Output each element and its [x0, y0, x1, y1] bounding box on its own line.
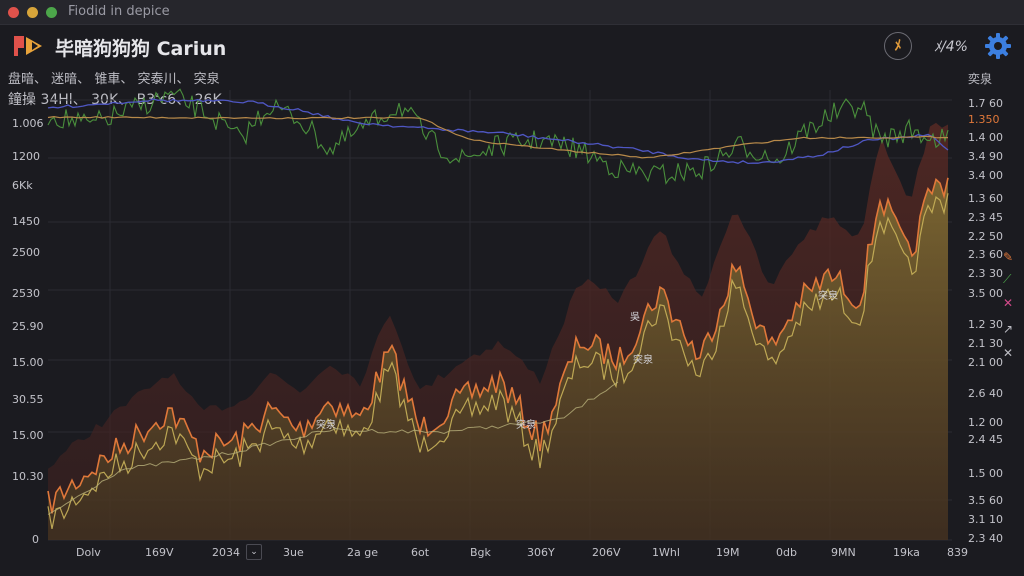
chart-annotation: 突泉 [316, 420, 336, 431]
indicator-blue-line [47, 98, 949, 165]
x-tick: 19ka [893, 546, 920, 559]
x-tick: 1Whl [652, 546, 680, 559]
y-tick-right: 3.1 10 [968, 513, 1003, 526]
trend-tool-icon[interactable]: ✕ [1003, 296, 1014, 310]
y-tick-left: 2530 [12, 287, 40, 300]
y-tick-right: 3.4 90 [968, 150, 1003, 163]
y-tick-left: 6Kk [12, 179, 33, 192]
y-tick-right: 1.4 00 [968, 131, 1003, 144]
x-tick: 206V [592, 546, 621, 559]
speed-icon[interactable]: ﾒ [884, 32, 912, 60]
stat-label: 锥車 [94, 72, 121, 87]
crosshair-icon[interactable]: ↗ [1003, 322, 1014, 336]
y-tick-right: 2.3 40 [968, 532, 1003, 545]
y-tick-right: 2.1 30 [968, 337, 1003, 350]
y-tick-right: 1.2 00 [968, 416, 1003, 429]
y-tick-left: 1200 [12, 150, 40, 163]
y-tick-left: 15.00 [12, 356, 44, 369]
y-tick-left: 1450 [12, 215, 40, 228]
y-tick-right: 2.1 00 [968, 356, 1003, 369]
window-titlebar: Fiodid in depice [0, 0, 1024, 25]
app-header: 毕暗狗狗狗 Cariun ﾒ ﾒ/4% [0, 24, 1024, 68]
y-tick-right: 3.5 00 [968, 287, 1003, 300]
x-tick: 3ue [283, 546, 304, 559]
right-header-label: 奕泉 [968, 72, 993, 86]
price-area [48, 177, 948, 541]
dropdown-chevron-icon[interactable]: ⌄ [246, 544, 262, 560]
y-tick-right: 1.3 60 [968, 192, 1003, 205]
pointer-icon[interactable]: ✕ [1003, 346, 1014, 360]
series-layer [47, 88, 949, 541]
secondary-price-line [47, 193, 949, 530]
y-tick-right: 2.3 30 [968, 267, 1003, 280]
logo-icon [14, 36, 42, 56]
y-tick-left: 30.55 [12, 393, 44, 406]
close-window-button[interactable] [8, 7, 19, 18]
y-tick-left: 15.00 [12, 429, 44, 442]
chart-annotation: 突泉 [818, 291, 838, 302]
y-tick-left: 10.30 [12, 470, 44, 483]
x-tick: 2a ge [347, 546, 378, 559]
main-price-line [47, 177, 949, 514]
line-tool-icon[interactable]: ⟋ [1003, 272, 1012, 286]
chart-annotation: 突泉 [516, 420, 536, 431]
y-tick-right: 3.5 60 [968, 494, 1003, 507]
y-tick-right: 3.4 00 [968, 169, 1003, 182]
x-tick: 306Y [527, 546, 555, 559]
x-tick: 839 [947, 546, 968, 559]
y-tick-left: 25.90 [12, 320, 44, 333]
x-tick: 6ot [411, 546, 430, 559]
gear-icon[interactable] [984, 32, 1012, 60]
x-tick: 169V [145, 546, 174, 559]
x-tick: 2034 [212, 546, 240, 559]
x-tick: Bgk [470, 546, 491, 559]
ruler-icon[interactable]: ✎ [1003, 250, 1014, 264]
y-tick-right: 1.7 60 [968, 97, 1003, 110]
stats-row-labels: 盘暗、 迷暗、 锥車、 突泰川、 突泉 [8, 72, 220, 87]
y-tick-right: 1.2 30 [968, 318, 1003, 331]
window-title: Fiodid in depice [68, 4, 170, 19]
y-tick-right: 2.2 50 [968, 230, 1003, 243]
volume-green-line [47, 88, 949, 185]
maximize-window-button[interactable] [46, 7, 57, 18]
y-tick-right: 1.350 [968, 113, 1000, 126]
y-tick-left: 1.006 [12, 117, 44, 130]
stat-label: 盘暗 [8, 72, 35, 87]
indicator-tan-line [47, 115, 948, 159]
stat-label: 突泰川 [137, 72, 177, 87]
x-tick: 19M [716, 546, 740, 559]
moving-average-line [47, 381, 619, 515]
stat-label: 迷暗 [51, 72, 78, 87]
x-tick: 0db [776, 546, 797, 559]
y-tick-right: 1.5 00 [968, 467, 1003, 480]
stat-label: 突泉 [193, 72, 220, 87]
y-tick-right: 2.4 45 [968, 433, 1003, 446]
y-tick-left: 0 [32, 533, 39, 546]
y-tick-left: 2500 [12, 246, 40, 259]
y-tick-right: 2.3 45 [968, 211, 1003, 224]
app-title: 毕暗狗狗狗 Cariun [55, 38, 227, 60]
percent-readout: ﾒ/4% [934, 39, 968, 55]
x-tick: 9MN [831, 546, 856, 559]
stat-value: 鐘操 [8, 92, 36, 108]
y-tick-right: 2.3 60 [968, 248, 1003, 261]
chart-annotation: 突泉 [633, 355, 653, 366]
x-tick: Dolv [76, 546, 101, 559]
minimize-window-button[interactable] [27, 7, 38, 18]
y-tick-right: 2.6 40 [968, 387, 1003, 400]
chart-annotation: 吳 [630, 312, 640, 323]
